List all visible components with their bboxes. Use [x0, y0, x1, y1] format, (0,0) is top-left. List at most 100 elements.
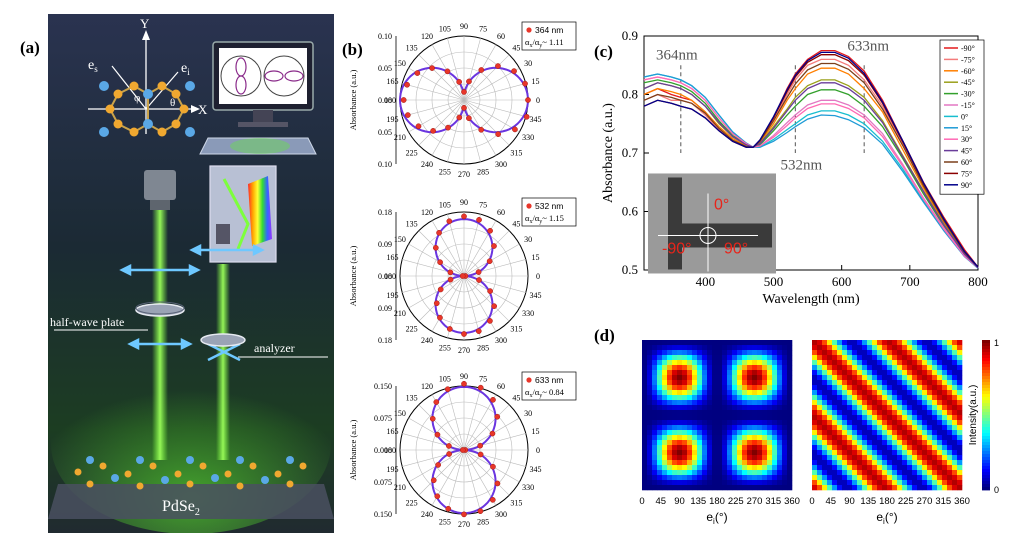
heatmap-cell [762, 470, 768, 476]
heatmap-cell [897, 485, 903, 491]
heatmap-cell [937, 485, 943, 491]
heatmap-cell [942, 405, 948, 411]
heatmap-cell [907, 340, 913, 346]
heatmap-cell [787, 390, 793, 396]
heatmap-cell [727, 365, 733, 371]
heatmap-cell [897, 400, 903, 406]
heatmap-cell [852, 485, 858, 491]
heatmap-cell [752, 455, 758, 461]
heatmap-cell [702, 380, 708, 386]
heatmap-cell [742, 465, 748, 471]
heatmap-cell [942, 435, 948, 441]
heatmap-cell [722, 380, 728, 386]
polar-data-point [525, 97, 531, 103]
e-i-label: ei [181, 61, 190, 77]
polar-data-point [446, 218, 453, 225]
polar-data-point [461, 213, 467, 220]
heatmap-cell [732, 465, 738, 471]
heatmap-cell [907, 345, 913, 351]
heatmap-cell [647, 430, 653, 436]
heatmap-cell [822, 420, 828, 426]
heatmap-cell [702, 475, 708, 481]
heatmap-cell [712, 470, 718, 476]
heatmap-cell [857, 350, 863, 356]
heatmap-cell [642, 350, 648, 356]
heatmap-cell [767, 380, 773, 386]
heatmap-cell [657, 420, 663, 426]
heatmap-cell [852, 470, 858, 476]
heatmap-cell [757, 435, 763, 441]
heatmap-cell [847, 380, 853, 386]
heatmap-cell [657, 360, 663, 366]
heatmap-cell [897, 460, 903, 466]
heatmap-cell [787, 365, 793, 371]
heatmap-cell [642, 355, 648, 361]
heatmap-cell [872, 430, 878, 436]
heatmap-cell [647, 345, 653, 351]
heatmap-cell [917, 390, 923, 396]
heatmap-cell [942, 340, 948, 346]
heatmap-cell [742, 415, 748, 421]
heatmap-cell [777, 405, 783, 411]
heatmap-cell [917, 345, 923, 351]
spectra-xtick-label: 400 [696, 274, 716, 289]
heatmap-xtick-label: 270 [747, 496, 763, 507]
heatmap-cell [907, 430, 913, 436]
heatmap-cell [667, 350, 673, 356]
heatmap-cell [717, 455, 723, 461]
heatmap-cell [717, 415, 723, 421]
heatmap-cell [657, 485, 663, 491]
heatmap-cell [857, 440, 863, 446]
heatmap-cell [692, 450, 698, 456]
polar-angle-label: 135 [406, 394, 418, 403]
heatmap-cell [727, 480, 733, 486]
heatmap-cell [827, 425, 833, 431]
colorbar-step [982, 385, 990, 389]
heatmap-cell [722, 365, 728, 371]
colorbar-step [982, 436, 990, 440]
heatmap-cell [877, 485, 883, 491]
heatmap-cell [667, 405, 673, 411]
heatmap-cell [952, 420, 958, 426]
heatmap-cell [817, 445, 823, 451]
heatmap-cell [877, 395, 883, 401]
heatmap-cell [872, 380, 878, 386]
heatmap-cell [852, 465, 858, 471]
heatmap-cell [897, 430, 903, 436]
heatmap-cell [847, 455, 853, 461]
heatmap-cell [697, 460, 703, 466]
heatmap-cell [642, 400, 648, 406]
heatmap-cell [942, 380, 948, 386]
heatmap-cell [892, 370, 898, 376]
heatmap-cell [657, 380, 663, 386]
spectra-ylabel: Absorbance (a.u.) [601, 103, 616, 203]
heatmap-cell [682, 470, 688, 476]
heatmap-cell [842, 445, 848, 451]
heatmap-cell [642, 415, 648, 421]
heatmap-cell [727, 455, 733, 461]
heatmap-cell [777, 425, 783, 431]
heatmap-cell [927, 425, 933, 431]
e-s-label: es [88, 58, 98, 74]
heatmap-cell [852, 450, 858, 456]
heatmap-cell [657, 340, 663, 346]
heatmap-cell [957, 425, 963, 431]
polar-angle-label: 195 [387, 115, 399, 124]
heatmap-cell [782, 370, 788, 376]
heatmap-cell [872, 375, 878, 381]
heatmap-cell [887, 435, 893, 441]
polar-data-point [477, 442, 484, 449]
heatmap-cell [817, 340, 823, 346]
heatmap-cell [677, 410, 683, 416]
spectra-xtick-label: 700 [900, 274, 920, 289]
polar-spoke [418, 275, 465, 322]
heatmap-cell [717, 355, 723, 361]
heatmap-cell [952, 340, 958, 346]
spectra-legend-label: 45° [961, 147, 972, 156]
heatmap-cell [772, 405, 778, 411]
heatmap-cell [862, 425, 868, 431]
heatmap-cell [647, 475, 653, 481]
colorbar-step [982, 412, 990, 416]
heatmap-cell [887, 450, 893, 456]
heatmap-cell [722, 370, 728, 376]
